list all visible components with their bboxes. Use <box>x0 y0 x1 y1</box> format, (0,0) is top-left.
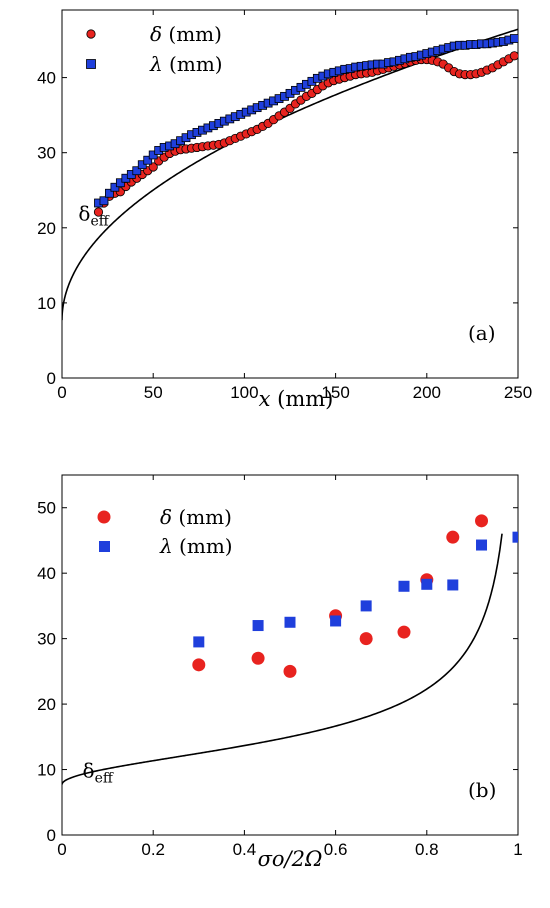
y-tick-label: 40 <box>37 69 56 88</box>
delta-point <box>397 625 411 639</box>
legend-marker-delta-b <box>97 510 111 524</box>
x-tick-label: 50 <box>144 383 163 402</box>
y-tick-label: 10 <box>37 294 56 313</box>
delta-point <box>192 658 206 672</box>
lambda-point <box>148 150 158 160</box>
lambda-point <box>447 579 459 591</box>
delta-point <box>148 162 158 172</box>
x-axis-label-b: σo/2Ω <box>258 847 323 871</box>
legend-label-lambda-a: λ (mm) <box>149 52 223 76</box>
lambda-point <box>110 182 120 192</box>
delta-point <box>509 51 518 61</box>
delta-point <box>359 632 373 646</box>
plot-area-b <box>61 474 519 836</box>
y-tick-label: 30 <box>37 630 56 649</box>
y-tick-label: 30 <box>37 144 56 163</box>
x-tick-label: 1 <box>513 840 522 859</box>
lambda-point <box>99 196 109 206</box>
panel-label-b: (b) <box>468 778 496 802</box>
legend-marker-lambda-b <box>99 541 110 552</box>
lambda-point <box>252 620 264 632</box>
lambda-point <box>330 615 342 627</box>
y-tick-label: 50 <box>37 499 56 518</box>
legend-marker-delta-a <box>86 29 96 39</box>
data-markers-b <box>192 514 518 678</box>
x-tick-label: 0.8 <box>415 840 439 859</box>
lambda-point <box>193 636 205 648</box>
lambda-point <box>115 178 125 188</box>
curve-label-b: δeff <box>83 758 114 786</box>
x-tick-label: 0 <box>57 383 66 402</box>
x-tick-label: 0.4 <box>233 840 257 859</box>
y-tick-label: 10 <box>37 761 56 780</box>
x-tick-label: 100 <box>230 383 258 402</box>
lambda-point <box>509 34 518 43</box>
lambda-point <box>284 616 296 628</box>
lambda-point <box>360 600 372 612</box>
y-tick-label: 20 <box>37 219 56 238</box>
legend-b: δ (mm) λ (mm) <box>97 505 233 558</box>
lambda-point <box>398 580 410 592</box>
delta-point <box>446 530 460 544</box>
lambda-point <box>137 160 147 170</box>
y-tick-label: 0 <box>47 369 56 388</box>
delta-point <box>93 207 104 217</box>
delta-point <box>475 514 489 528</box>
lambda-point <box>132 166 142 176</box>
data-markers-a <box>93 34 518 217</box>
lambda-point <box>105 188 114 198</box>
axis-ticks-a: 0 50 100 150 200 250 0 10 20 30 40 <box>37 10 532 402</box>
x-tick-label: 0.6 <box>324 840 348 859</box>
x-tick-label: 200 <box>413 383 441 402</box>
x-tick-label: 150 <box>321 383 349 402</box>
x-tick-label: 0 <box>57 840 66 859</box>
curve-label-a: δeff <box>78 201 109 229</box>
legend-label-delta-a: δ (mm) <box>150 22 222 46</box>
delta-eff-curve-a <box>62 28 518 321</box>
panel-label-a: (a) <box>468 321 496 345</box>
delta-eff-curve-b <box>62 533 503 785</box>
lambda-point <box>476 539 488 551</box>
y-tick-label: 20 <box>37 695 56 714</box>
legend-marker-lambda-a <box>86 59 96 69</box>
lambda-point <box>143 155 153 165</box>
lambda-point <box>421 578 433 590</box>
plot-area-a <box>61 9 519 379</box>
y-tick-label: 0 <box>47 826 56 845</box>
x-tick-label: 0.2 <box>141 840 165 859</box>
legend-label-lambda-b: λ (mm) <box>159 534 233 558</box>
x-axis-label-a: x (mm) <box>259 387 334 411</box>
lambda-point <box>512 531 518 543</box>
panel-a: 0 50 100 150 200 250 0 10 20 30 40 δeff δ (mm) λ (… <box>37 9 532 411</box>
delta-point <box>251 651 265 665</box>
legend-a: δ (mm) λ (mm) <box>86 22 223 76</box>
y-tick-label: 40 <box>37 564 56 583</box>
delta-point <box>283 664 297 678</box>
legend-label-delta-b: δ (mm) <box>160 505 232 529</box>
x-tick-label: 250 <box>504 383 532 402</box>
